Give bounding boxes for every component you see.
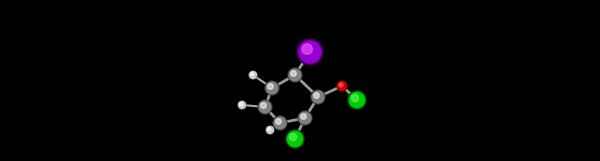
Circle shape — [275, 119, 281, 124]
Circle shape — [239, 102, 245, 108]
Circle shape — [299, 112, 311, 124]
Circle shape — [251, 72, 254, 76]
Circle shape — [289, 69, 301, 81]
Circle shape — [314, 93, 319, 98]
Circle shape — [265, 81, 279, 95]
Circle shape — [339, 83, 343, 87]
Circle shape — [302, 44, 313, 54]
Circle shape — [239, 103, 243, 106]
Circle shape — [266, 82, 278, 94]
Circle shape — [260, 103, 266, 108]
Circle shape — [289, 133, 296, 141]
Circle shape — [290, 71, 296, 76]
Circle shape — [312, 91, 324, 103]
Circle shape — [287, 131, 302, 147]
Circle shape — [337, 81, 347, 91]
Circle shape — [301, 114, 306, 119]
Circle shape — [268, 84, 273, 89]
Circle shape — [352, 94, 359, 102]
Circle shape — [298, 111, 312, 125]
Circle shape — [268, 128, 271, 131]
Circle shape — [288, 68, 302, 82]
Circle shape — [249, 71, 257, 79]
Circle shape — [338, 82, 346, 90]
Circle shape — [299, 41, 321, 63]
Circle shape — [286, 130, 304, 148]
Circle shape — [238, 101, 246, 109]
Circle shape — [250, 72, 256, 78]
Circle shape — [274, 117, 286, 129]
Circle shape — [348, 91, 366, 109]
Circle shape — [266, 127, 274, 133]
Circle shape — [273, 116, 287, 130]
Circle shape — [349, 92, 365, 108]
Circle shape — [266, 126, 274, 134]
Circle shape — [258, 100, 272, 114]
Circle shape — [311, 90, 325, 104]
Circle shape — [259, 101, 271, 113]
Circle shape — [297, 39, 323, 65]
